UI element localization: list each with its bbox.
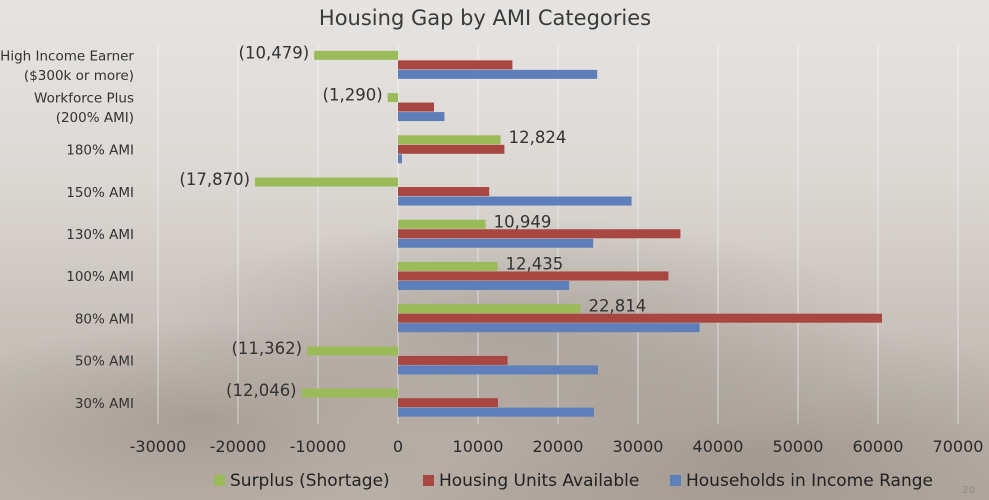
legend-swatch-1: [423, 475, 434, 486]
bar-surplus-shortage--6: [398, 304, 581, 314]
bar-surplus-shortage--4: [398, 219, 486, 229]
bar-housing-units-available-8: [398, 398, 498, 408]
data-label-1: (1,290): [323, 86, 383, 105]
x-axis-ticks: -30000 -20000 -10000 0 10000 20000 30000 40000 5…: [130, 437, 984, 456]
chart-title: Housing Gap by AMI Categories: [319, 6, 651, 30]
bar-surplus-shortage--7: [307, 346, 398, 356]
x-tick-label-8: 50000: [773, 437, 824, 456]
x-tick-label-10: 70000: [933, 437, 984, 456]
data-labels: (10,479) (1,290) 12,824 (17,870) 10,949 12,43…: [179, 43, 646, 400]
bar-households-in-income-range-0: [398, 69, 598, 79]
bar-households-in-income-range-8: [398, 407, 594, 417]
bar-surplus-shortage--5: [398, 261, 498, 271]
bar-surplus-shortage--1: [387, 93, 398, 103]
category-label-0-1: ($300k or more): [24, 68, 134, 84]
bar-housing-units-available-0: [398, 60, 513, 70]
bar-households-in-income-range-7: [398, 365, 598, 375]
category-label-6-0: 80% AMI: [75, 311, 134, 327]
data-label-5: 12,435: [505, 254, 563, 273]
bar-housing-units-available-2: [398, 144, 505, 154]
bar-households-in-income-range-1: [398, 112, 445, 122]
category-labels: High Income Earner ($300k or more) Workfor…: [0, 48, 134, 412]
legend-swatch-2: [670, 475, 681, 486]
category-label-5-0: 100% AMI: [66, 269, 134, 285]
bar-surplus-shortage--8: [301, 388, 398, 398]
x-tick-label-0: -30000: [130, 437, 187, 456]
x-tick-label-4: 10000: [453, 437, 504, 456]
bars: [255, 50, 882, 417]
category-label-1-0: Workforce Plus: [34, 91, 134, 107]
data-label-3: (17,870): [179, 170, 250, 189]
category-label-4-0: 130% AMI: [66, 227, 134, 243]
category-label-8-0: 30% AMI: [75, 396, 134, 412]
x-tick-label-2: -10000: [290, 437, 347, 456]
bar-housing-units-available-6: [398, 313, 882, 323]
bar-housing-units-available-4: [398, 229, 681, 239]
bar-housing-units-available-7: [398, 355, 508, 365]
bar-housing-units-available-1: [398, 102, 434, 112]
x-tick-label-9: 60000: [853, 437, 904, 456]
bar-housing-units-available-5: [398, 271, 669, 281]
legend-label-1: Housing Units Available: [439, 471, 639, 491]
category-label-1-1: (200% AMI): [56, 110, 134, 126]
data-label-2: 12,824: [509, 128, 567, 147]
data-label-8: (12,046): [226, 381, 297, 400]
legend-label-2: Households in Income Range: [686, 471, 933, 491]
category-label-0-0: High Income Earner: [0, 48, 134, 64]
gridlines: [157, 44, 959, 424]
x-tick-label-5: 20000: [533, 437, 584, 456]
page-number: 20: [962, 485, 975, 496]
legend-label-0: Surplus (Shortage): [230, 471, 390, 491]
data-label-0: (10,479): [239, 43, 310, 62]
bar-households-in-income-range-6: [398, 323, 700, 333]
x-tick-label-3: 0: [393, 437, 403, 456]
x-tick-label-6: 30000: [613, 437, 664, 456]
bar-surplus-shortage--0: [314, 50, 398, 60]
category-label-2-0: 180% AMI: [66, 143, 134, 159]
legend-swatch-0: [214, 475, 225, 486]
bar-households-in-income-range-2: [398, 154, 402, 164]
bar-surplus-shortage--3: [255, 177, 398, 187]
category-label-7-0: 50% AMI: [75, 354, 134, 370]
x-tick-label-1: -20000: [210, 437, 267, 456]
bar-households-in-income-range-3: [398, 196, 632, 206]
bar-surplus-shortage--2: [398, 135, 501, 145]
bar-households-in-income-range-5: [398, 280, 570, 290]
bar-households-in-income-range-4: [398, 238, 594, 248]
bar-housing-units-available-3: [398, 187, 490, 197]
data-label-7: (11,362): [231, 339, 302, 358]
category-label-3-0: 150% AMI: [66, 185, 134, 201]
data-label-4: 10,949: [494, 212, 552, 231]
x-tick-label-7: 40000: [693, 437, 744, 456]
data-label-6: 22,814: [589, 297, 647, 316]
legend: Surplus (Shortage) Housing Units Availabl…: [214, 471, 933, 491]
